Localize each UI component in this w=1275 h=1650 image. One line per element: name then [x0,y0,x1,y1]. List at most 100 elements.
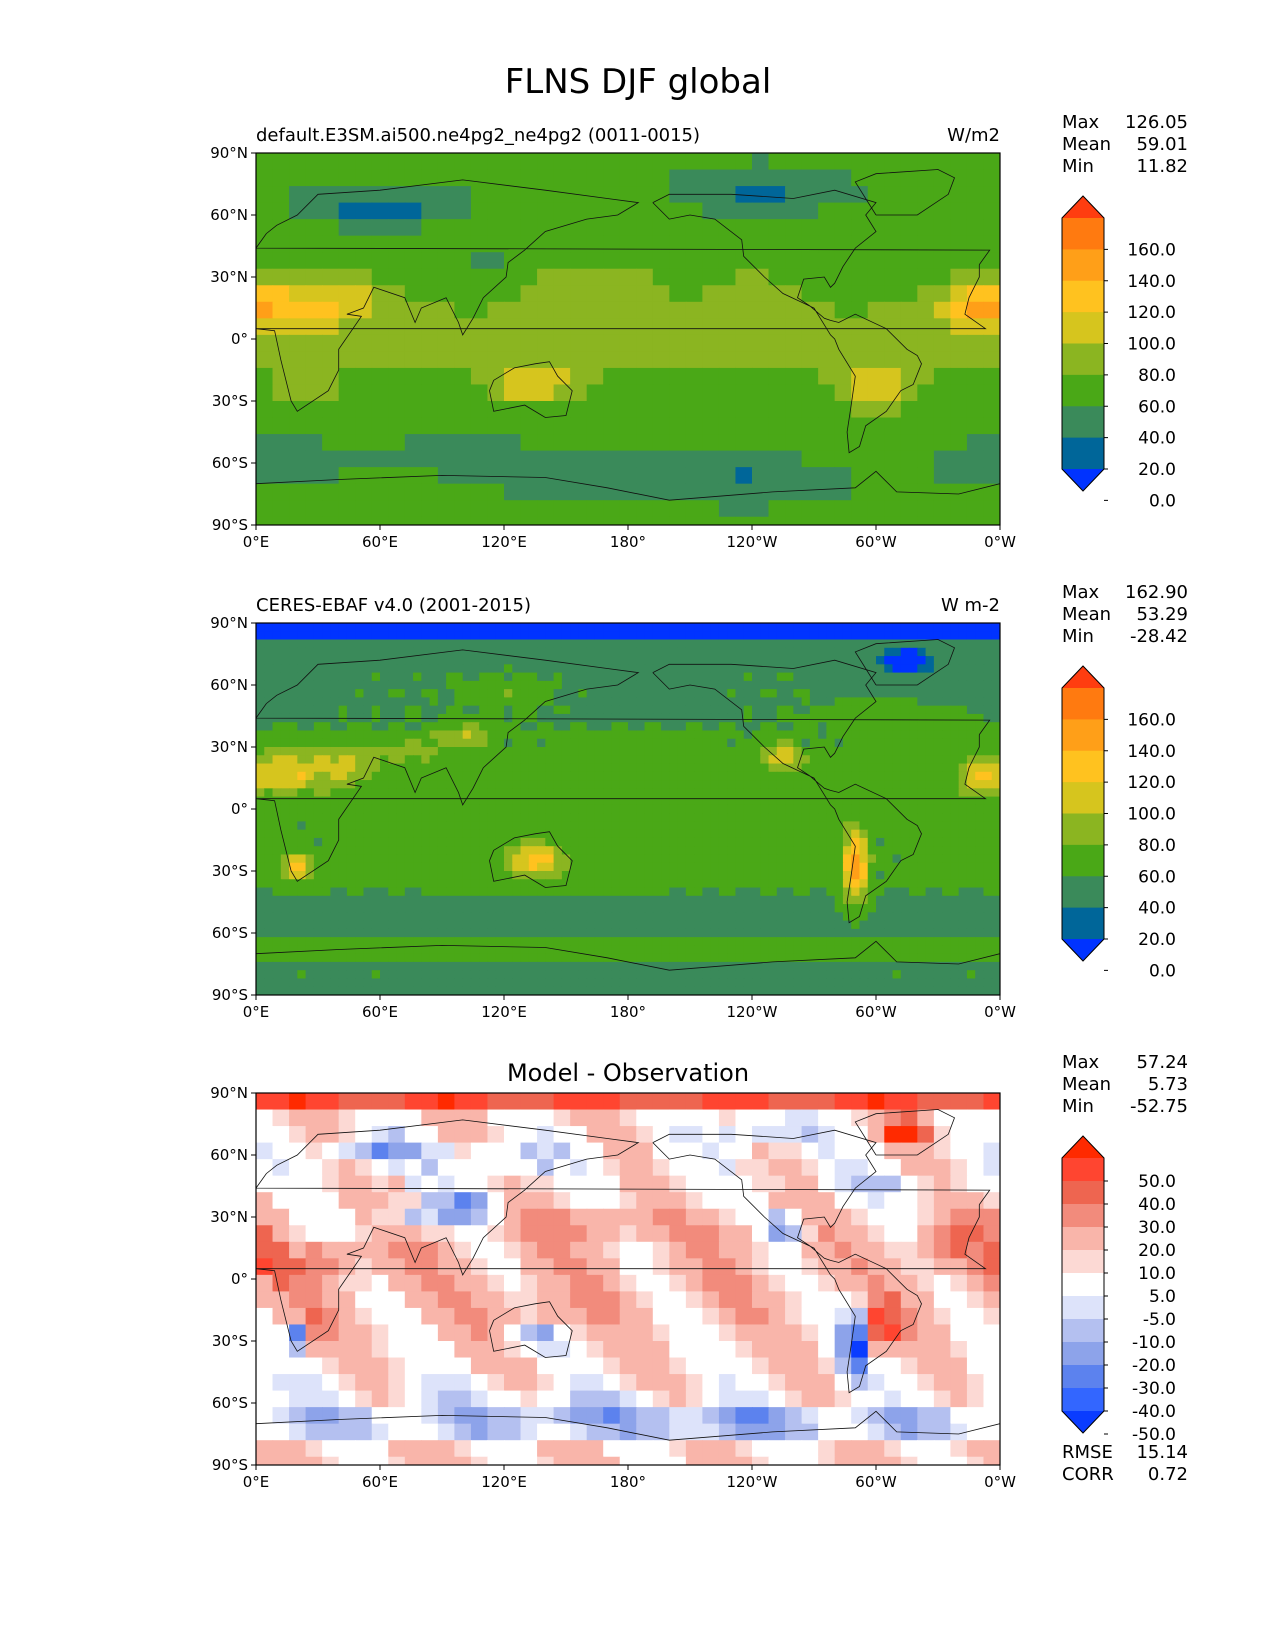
stats-label: Min [1062,1096,1094,1117]
x-tick-label: 60°E [362,533,398,551]
coastline [854,1109,956,1156]
x-tick-label: 180° [610,1003,646,1021]
colorbar-segment [1062,844,1104,877]
colorbar-segment [1062,374,1104,407]
colorbar-tick-label: 5.0 [1149,1287,1176,1307]
stats-value: 11.82 [1136,156,1188,177]
colorbar-tick-label: -10.0 [1132,1333,1176,1353]
x-tick-label: 0°W [984,1003,1016,1021]
y-tick-label: 30°N [210,268,248,286]
colorbar-tick-label: -5.0 [1143,1310,1176,1330]
y-tick-label: 30°N [210,738,248,756]
colorbar-segment [1062,1204,1104,1228]
colorbar-segment [1062,907,1104,940]
panel-1: default.E3SM.ai500.ne4pg2_ne4pg2 (0011-0… [210,112,1188,551]
colorbar-tick-label: 100.0 [1127,335,1176,355]
colorbar-extend-min [1062,939,1104,961]
coastline [256,470,1000,501]
colorbar-tick-label: 20.0 [1138,460,1176,480]
panel-title: default.E3SM.ai500.ne4pg2_ne4pg2 (0011-0… [256,125,700,146]
coastline [256,1410,1000,1441]
colorbar-segment [1062,280,1104,313]
colorbar-segment [1062,782,1104,815]
colorbar-tick-label: 160.0 [1127,710,1176,730]
x-tick-label: 180° [610,533,646,551]
panel-units: W/m2 [947,125,1000,146]
colorbar-tick-label: 60.0 [1138,867,1176,887]
panel-units: W m-2 [941,595,1000,616]
x-tick-label: 0°E [243,1003,270,1021]
y-tick-label: 30°S [212,862,248,880]
stats-value: 126.05 [1125,112,1188,133]
colorbar-segment [1062,312,1104,345]
contour-field [256,1093,1000,1465]
colorbar-segment [1062,1319,1104,1343]
colorbar-tick-label: 40.0 [1138,1195,1176,1215]
coastline [256,649,991,882]
y-tick-label: 90°N [210,614,248,632]
colorbar-segment [1062,1273,1104,1297]
coastline [854,169,956,216]
colorbar-tick-label: 30.0 [1138,1218,1176,1238]
colorbar: 160.0 140.0 120.0 100.0 80.0 60.0 40.0 20.0 0.0 [1061,665,1176,981]
x-tick-label: 0°W [984,1473,1016,1491]
colorbar-tick-label: 50.0 [1138,1172,1176,1192]
stats-label: Max [1062,112,1100,133]
stats-label: Mean [1062,604,1111,625]
colorbar-extend-max [1062,1136,1104,1158]
colorbar-tick-label: -20.0 [1132,1356,1176,1376]
colorbar-tick-label: 140.0 [1127,272,1176,292]
y-tick-label: 60°S [212,924,248,942]
corr-value: 0.72 [1148,1464,1188,1485]
colorbar-segment [1062,813,1104,846]
colorbar-tick-label: 140.0 [1127,742,1176,762]
colorbar-segment [1062,1158,1104,1182]
coastline [652,1129,922,1394]
y-tick-label: 60°N [210,676,248,694]
y-tick-label: 0° [231,330,248,348]
y-tick-label: 90°S [212,516,248,534]
colorbar-tick-label: 120.0 [1127,303,1176,323]
x-tick-label: 120°E [481,1473,527,1491]
y-tick-label: 90°N [210,1084,248,1102]
stats-label: Max [1062,1052,1100,1073]
stats-label: Mean [1062,134,1111,155]
colorbar-segment [1062,876,1104,909]
y-tick-label: 90°N [210,144,248,162]
x-tick-label: 60°W [855,1473,897,1491]
panel-2: CERES-EBAF v4.0 (2001-2015) W m-2 0°E 60°E 1… [210,582,1188,1021]
colorbar-tick-label: 0.0 [1149,961,1176,981]
y-tick-label: 0° [231,800,248,818]
colorbar-tick-label: 100.0 [1127,805,1176,825]
y-tick-label: 60°N [210,1146,248,1164]
stats-label: Mean [1062,1074,1111,1095]
colorbar-segment [1062,1388,1104,1412]
colorbar-tick-label: 40.0 [1138,429,1176,449]
y-tick-label: 90°S [212,986,248,1004]
x-tick-label: 120°W [727,1473,778,1491]
coastline [652,659,922,924]
y-tick-label: 30°S [212,392,248,410]
y-tick-label: 60°S [212,454,248,472]
colorbar-tick-label: 0.0 [1149,491,1176,511]
panel-title: Model - Observation [507,1059,749,1087]
colorbar: 50.0 40.0 30.0 20.0 10.0 5.0 -5.0 -10.0 -20.0 -30… [1061,1135,1176,1445]
stats-value: 162.90 [1125,582,1188,603]
colorbar-segment [1062,406,1104,439]
y-tick-label: 90°S [212,1456,248,1474]
colorbar: 160.0 140.0 120.0 100.0 80.0 60.0 40.0 20.0 0.0 [1061,195,1176,511]
stats-label: Min [1062,156,1094,177]
x-tick-label: 60°E [362,1003,398,1021]
colorbar-tick-label: -30.0 [1132,1379,1176,1399]
panel-3: Model - Observation 0°E 60°E 120°E 180° 120°W… [210,1052,1188,1491]
panel-title: CERES-EBAF v4.0 (2001-2015) [256,595,531,616]
colorbar-extend-max [1062,196,1104,218]
colorbar-segment [1062,249,1104,282]
colorbar-extend-max [1062,666,1104,688]
contour-field [256,153,1000,525]
colorbar-extend-min [1062,1411,1104,1433]
x-tick-label: 0°E [243,533,270,551]
coastline [256,179,991,412]
x-tick-label: 120°E [481,1003,527,1021]
